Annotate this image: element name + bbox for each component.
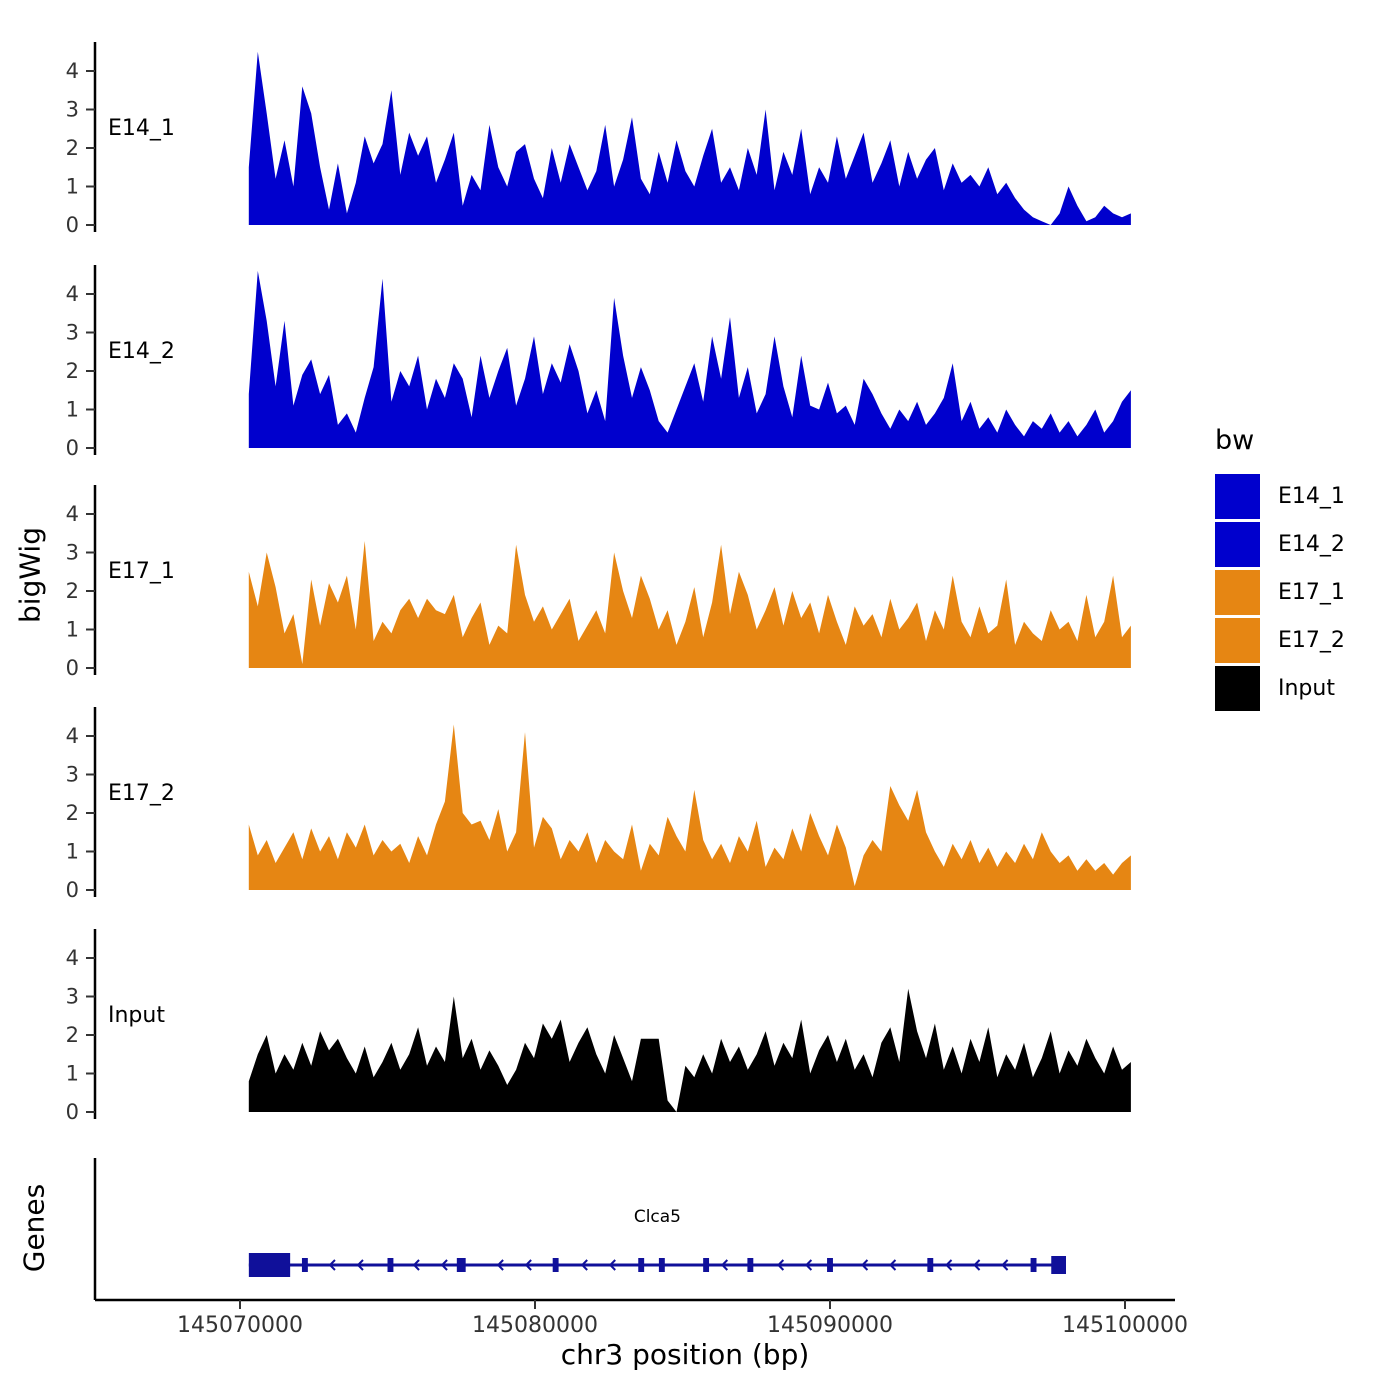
gene-exon — [658, 1258, 665, 1272]
y-tick-label: 0 — [66, 878, 79, 902]
y-tick-label: 3 — [66, 98, 79, 122]
gene-exon — [456, 1258, 466, 1272]
gene-exon — [638, 1258, 645, 1272]
y-tick-label: 3 — [66, 321, 79, 345]
y-tick-label: 1 — [66, 1062, 79, 1086]
legend-item: E14_1 — [1215, 474, 1345, 519]
x-tick-label: 145070000 — [177, 1313, 303, 1338]
gene-strand-arrow-left — [1001, 1259, 1009, 1271]
legend-swatch — [1215, 666, 1260, 711]
gene-strand-arrow-left — [804, 1259, 813, 1271]
genes-axis-title: Genes — [17, 1183, 51, 1273]
legend-label: E14_1 — [1278, 484, 1345, 509]
gene-strand-arrow-left — [328, 1259, 336, 1271]
track-label: Input — [108, 1003, 165, 1028]
y-tick-label: 2 — [66, 359, 79, 383]
legend-swatch — [1215, 570, 1260, 615]
legend-item: E17_2 — [1215, 618, 1345, 663]
gene-exon — [703, 1258, 710, 1272]
legend-label: E17_2 — [1278, 628, 1345, 653]
legend-swatch — [1215, 522, 1260, 567]
coverage-area-Input — [248, 988, 1131, 1112]
gene-exon — [301, 1258, 308, 1272]
y-tick-label: 4 — [66, 946, 79, 970]
legend-item: E17_1 — [1215, 570, 1345, 615]
y-tick-label: 4 — [66, 59, 79, 83]
y-axis-title: bigWig — [13, 527, 47, 623]
legend-items: E14_1 E14_2 E17_1 E17_2 Input — [1215, 474, 1345, 711]
legend-label: Input — [1278, 676, 1335, 701]
y-tick-label: 3 — [66, 763, 79, 787]
gene-exon — [1030, 1258, 1037, 1272]
y-tick-label: 2 — [66, 801, 79, 825]
gene-strand-arrow-left — [861, 1259, 869, 1271]
y-tick-label: 0 — [66, 436, 79, 460]
legend: bw E14_1 E14_2 E17_1 E17_2 Input — [1215, 425, 1345, 714]
gene-exon — [1051, 1256, 1066, 1274]
gene-name-label: Clca5 — [634, 1207, 681, 1227]
track-label: E17_2 — [108, 781, 175, 806]
gene-strand-arrow-left — [945, 1259, 953, 1271]
gene-exon — [248, 1253, 291, 1277]
y-tick-label: 2 — [66, 579, 79, 603]
legend-title: bw — [1215, 425, 1255, 456]
legend-label: E17_1 — [1278, 580, 1345, 605]
track-label: E14_1 — [108, 116, 175, 141]
track-label: E17_1 — [108, 559, 175, 584]
y-tick-label: 1 — [66, 840, 79, 864]
gene-strand-arrow-left — [496, 1259, 504, 1271]
y-tick-label: 2 — [66, 1023, 79, 1047]
y-tick-label: 4 — [66, 502, 79, 526]
y-tick-label: 4 — [66, 724, 79, 748]
y-tick-label: 1 — [66, 398, 79, 422]
gene-exon — [827, 1258, 833, 1272]
gene-strand-arrow-left — [608, 1259, 616, 1271]
coverage-area-E14_2 — [248, 270, 1131, 448]
x-tick-label: 145090000 — [767, 1313, 893, 1338]
x-axis-title: chr3 position (bp) — [560, 1338, 810, 1371]
y-tick-label: 0 — [66, 1100, 79, 1124]
legend-item: E14_2 — [1215, 522, 1345, 567]
x-tick-label: 145100000 — [1062, 1313, 1188, 1338]
y-tick-label: 0 — [66, 656, 79, 680]
gene-strand-arrow-left — [524, 1259, 532, 1271]
legend-label: E14_2 — [1278, 532, 1345, 557]
gene-strand-arrow-left — [889, 1259, 897, 1271]
gene-strand-arrow-left — [580, 1259, 588, 1271]
gene-strand-arrow-left — [356, 1259, 364, 1271]
gene-exon — [552, 1258, 559, 1272]
x-tick-label: 145080000 — [472, 1313, 598, 1338]
y-tick-label: 4 — [66, 282, 79, 306]
gene-strand-arrow-left — [720, 1259, 729, 1271]
y-tick-label: 1 — [66, 618, 79, 642]
coverage-area-E17_1 — [248, 541, 1131, 668]
gene-strand-arrow-left — [440, 1259, 448, 1271]
gene-strand-arrow-left — [412, 1259, 420, 1271]
legend-item: Input — [1215, 666, 1345, 711]
coverage-area-E14_1 — [248, 51, 1131, 225]
gene-strand-arrow-left — [973, 1259, 981, 1271]
legend-swatch — [1215, 618, 1260, 663]
y-tick-label: 3 — [66, 541, 79, 565]
gene-exon — [927, 1258, 934, 1272]
gene-exon — [387, 1258, 394, 1272]
gene-strand-arrow-left — [776, 1259, 785, 1271]
y-tick-label: 3 — [66, 985, 79, 1009]
y-tick-label: 0 — [66, 213, 79, 237]
y-tick-label: 2 — [66, 136, 79, 160]
y-tick-label: 1 — [66, 175, 79, 199]
gene-exon — [747, 1258, 754, 1272]
track-label: E14_2 — [108, 339, 175, 364]
coverage-area-E17_2 — [248, 724, 1131, 890]
legend-swatch — [1215, 474, 1260, 519]
